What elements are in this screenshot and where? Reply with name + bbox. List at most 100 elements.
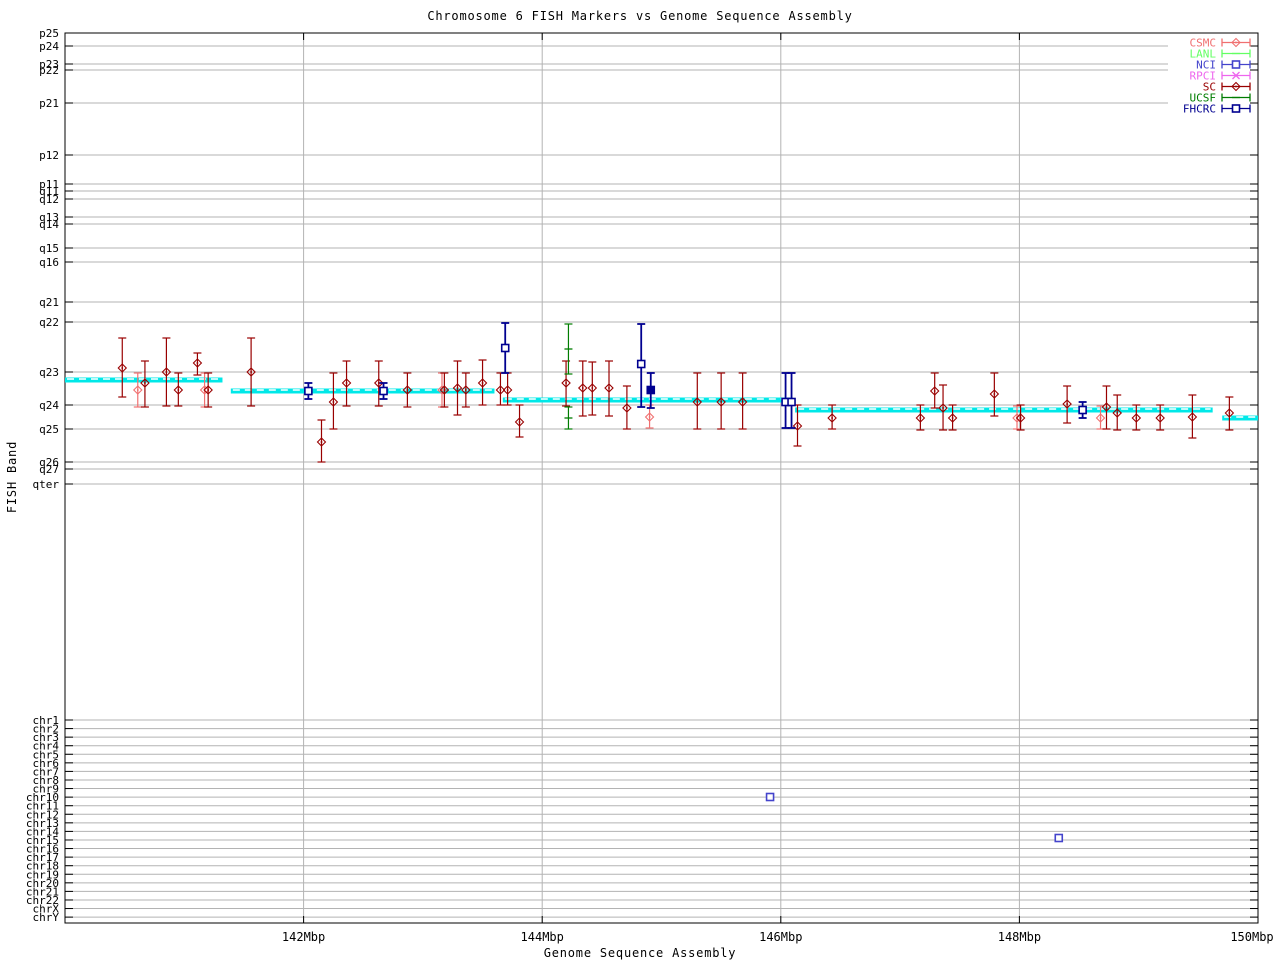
- rpci-x-marker: [1232, 71, 1240, 80]
- fhcrc-square-marker: [1231, 104, 1241, 113]
- fhcrc-square-marker: [787, 397, 796, 407]
- fhcrc-square-marker: [500, 343, 510, 353]
- sc-diamond-marker: [587, 383, 598, 393]
- chrom-label-chr5: chr5: [33, 748, 60, 761]
- sc-marker-dot: [831, 417, 833, 419]
- band-label-p24: p24: [39, 40, 59, 53]
- legend-label-ucsf: UCSF: [1190, 92, 1217, 105]
- sc-diamond-marker: [192, 358, 203, 368]
- sc-diamond-marker: [1062, 399, 1072, 409]
- sc-marker-dot: [933, 390, 936, 392]
- band-label-q12: q12: [39, 193, 59, 206]
- sc-diamond-marker: [452, 383, 463, 393]
- chrom-label-chr22: chr22: [26, 894, 59, 907]
- chrom-label-chr18: chr18: [26, 860, 59, 873]
- csmc-marker-dot: [648, 416, 651, 418]
- sc-marker-dot: [1228, 412, 1231, 414]
- sc-marker-dot: [465, 389, 467, 391]
- band-label-q26: q26: [39, 456, 59, 469]
- nci-square-marker: [1231, 60, 1241, 69]
- band-label-q25: q25: [39, 423, 59, 436]
- legend-label-lanl: LANL: [1190, 48, 1217, 61]
- chrom-label-chr2: chr2: [33, 723, 60, 736]
- chrom-label-chr1: chr1: [33, 714, 60, 727]
- legend-label-nci: NCI: [1196, 59, 1216, 72]
- sc-marker-dot: [796, 425, 799, 427]
- chrom-label-chr8: chr8: [33, 774, 60, 787]
- sc-marker-dot: [993, 393, 996, 395]
- sc-marker-dot: [1135, 417, 1138, 419]
- plot-frame: [64, 32, 1259, 924]
- x-axis-title: Genome Sequence Assembly: [543, 946, 737, 960]
- band-label-q27: q27: [39, 463, 59, 476]
- fhcrc-square-marker: [1078, 405, 1087, 415]
- sc-marker-dot: [207, 389, 209, 391]
- chrom-label-chrX: chrX: [33, 903, 60, 916]
- band-label-q24: q24: [39, 399, 59, 412]
- chrom-label-chr20: chr20: [26, 877, 59, 890]
- csmc-diamond-marker: [132, 385, 143, 395]
- sc-diamond-marker: [737, 397, 748, 407]
- band-label-q13: q13: [39, 211, 59, 224]
- csmc-diamond-marker: [1012, 413, 1022, 423]
- sc-marker-dot: [942, 407, 944, 409]
- x-tick-label-146: 146Mbp: [759, 930, 802, 944]
- chart-title: Chromosome 6 FISH Markers vs Genome Sequ…: [427, 9, 853, 23]
- band-label-q11: q11: [39, 185, 59, 198]
- sc-marker-dot: [481, 382, 484, 384]
- sc-diamond-marker: [402, 385, 413, 395]
- chrom-label-chrY: chrY: [33, 911, 60, 924]
- sc-diamond-marker: [161, 367, 172, 377]
- sc-diamond-marker: [989, 389, 1000, 399]
- sc-marker-dot: [345, 382, 348, 384]
- csmc-marker-dot: [1099, 417, 1102, 419]
- sc-diamond-marker: [495, 385, 506, 395]
- csmc-diamond-marker: [1231, 37, 1241, 48]
- chrom-label-chr10: chr10: [26, 791, 59, 804]
- sc-diamond-marker: [1155, 413, 1165, 423]
- sc-marker-dot: [506, 389, 509, 391]
- sc-diamond-marker: [140, 378, 150, 388]
- sc-diamond-marker: [246, 367, 256, 377]
- sc-marker-dot: [165, 371, 168, 373]
- band-label-p23: p23: [39, 58, 59, 71]
- chrom-label-chr21: chr21: [26, 885, 59, 898]
- sc-diamond-marker: [373, 378, 384, 388]
- csmc-diamond-marker: [644, 412, 655, 422]
- sc-marker-dot: [320, 441, 323, 443]
- sc-diamond-marker: [173, 385, 184, 395]
- legend-label-csmc: CSMC: [1190, 37, 1217, 50]
- band-label-p25: p25: [39, 27, 59, 40]
- sc-marker-dot: [499, 389, 502, 391]
- sc-diamond-marker: [461, 385, 471, 395]
- csmc-diamond-marker: [1095, 413, 1106, 423]
- fhcrc-square-marker: [636, 359, 646, 369]
- sc-diamond-marker: [1224, 408, 1235, 418]
- chrom-label-chr13: chr13: [26, 817, 59, 830]
- band-label-p12: p12: [39, 149, 59, 162]
- sc-diamond-marker: [561, 378, 571, 388]
- sc-marker-dot: [919, 417, 922, 419]
- x-tick-label-148: 148Mbp: [998, 930, 1041, 944]
- sc-marker-dot: [250, 371, 252, 373]
- sc-marker-dot: [1235, 85, 1237, 88]
- chrom-label-chr19: chr19: [26, 868, 59, 881]
- sc-diamond-marker: [439, 385, 450, 395]
- band-label-q21: q21: [39, 296, 59, 309]
- sc-diamond-marker: [827, 413, 837, 423]
- chrom-label-chr16: chr16: [26, 843, 59, 856]
- nci-square-marker: [765, 792, 775, 802]
- sc-diamond-marker: [947, 413, 958, 423]
- band-label-qter: qter: [33, 478, 60, 491]
- x-tick-label-150: 150Mbp: [1230, 930, 1273, 944]
- chrom-label-chr15: chr15: [26, 834, 59, 847]
- csmc-marker-dot: [441, 389, 443, 391]
- sc-diamond-marker: [502, 385, 513, 395]
- fhcrc-square-marker: [379, 386, 388, 396]
- chrom-label-chr17: chr17: [26, 851, 59, 864]
- sc-diamond-marker: [1112, 408, 1123, 418]
- sc-marker-dot: [696, 401, 699, 403]
- chrom-label-chr4: chr4: [33, 740, 60, 753]
